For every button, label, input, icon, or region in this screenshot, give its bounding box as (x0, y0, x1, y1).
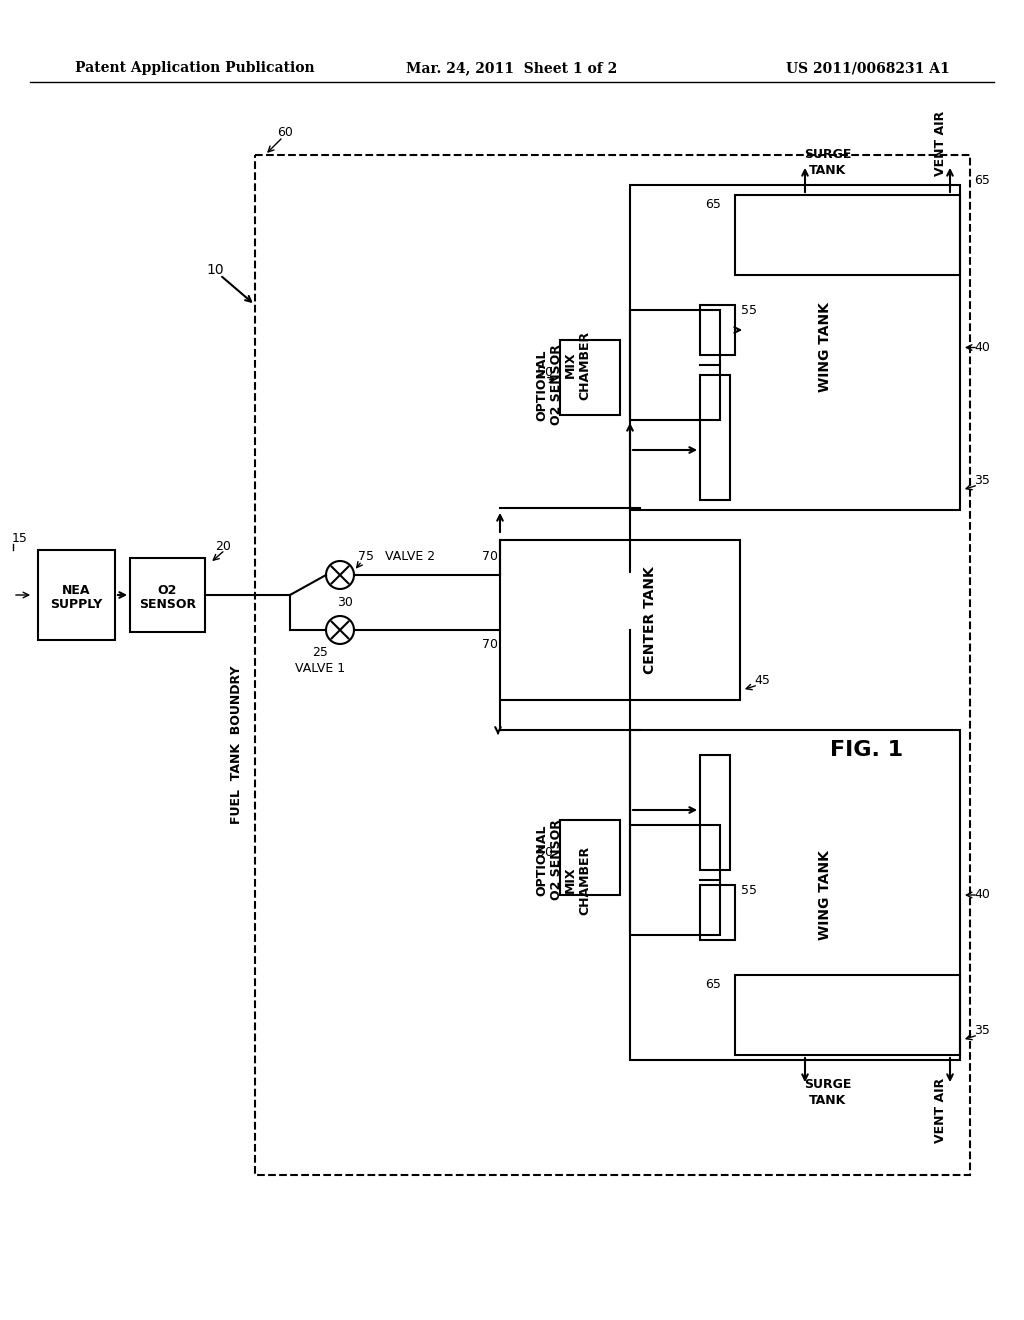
Text: Mar. 24, 2011  Sheet 1 of 2: Mar. 24, 2011 Sheet 1 of 2 (407, 61, 617, 75)
Text: 55: 55 (741, 304, 757, 317)
Text: VENT AIR: VENT AIR (934, 111, 946, 176)
Text: 40: 40 (974, 341, 990, 354)
Text: CHAMBER: CHAMBER (579, 845, 592, 915)
Text: VALVE 1: VALVE 1 (295, 661, 345, 675)
Text: 45: 45 (754, 673, 770, 686)
Text: 60: 60 (278, 127, 293, 140)
Text: OPTIONAL: OPTIONAL (536, 350, 549, 421)
Text: NEA: NEA (62, 583, 91, 597)
Text: O2: O2 (158, 583, 177, 597)
Text: CHAMBER: CHAMBER (579, 330, 592, 400)
Text: 35: 35 (974, 474, 990, 487)
Text: Patent Application Publication: Patent Application Publication (75, 61, 314, 75)
Text: OPTIONAL: OPTIONAL (536, 824, 549, 896)
Text: 70: 70 (482, 550, 498, 564)
Text: 40: 40 (974, 888, 990, 902)
Text: WING TANK: WING TANK (818, 850, 831, 940)
Text: US 2011/0068231 A1: US 2011/0068231 A1 (786, 61, 950, 75)
Text: WING TANK: WING TANK (818, 302, 831, 392)
Text: FIG. 1: FIG. 1 (830, 741, 903, 760)
Text: TANK: TANK (809, 1093, 846, 1106)
Text: O2 SENSOR: O2 SENSOR (551, 820, 563, 900)
Text: SURGE: SURGE (804, 149, 851, 161)
Text: 15: 15 (12, 532, 28, 544)
Text: O2 SENSOR: O2 SENSOR (551, 345, 563, 425)
Text: SUPPLY: SUPPLY (50, 598, 102, 611)
Text: 50: 50 (537, 846, 553, 859)
Text: 65: 65 (706, 978, 721, 991)
Text: 55: 55 (741, 883, 757, 896)
Text: 70: 70 (482, 638, 498, 651)
Text: 30: 30 (337, 595, 353, 609)
Text: 50: 50 (537, 366, 553, 379)
Text: 75: 75 (358, 550, 374, 564)
Text: VALVE 2: VALVE 2 (385, 550, 435, 564)
Text: 20: 20 (215, 540, 231, 553)
Text: MIX: MIX (563, 867, 577, 894)
Text: 35: 35 (974, 1023, 990, 1036)
Text: SURGE: SURGE (804, 1078, 851, 1092)
Text: 65: 65 (974, 173, 990, 186)
Text: TANK: TANK (809, 164, 846, 177)
Text: CENTER TANK: CENTER TANK (643, 566, 657, 675)
Text: SENSOR: SENSOR (139, 598, 196, 611)
Text: 10: 10 (206, 263, 224, 277)
Text: 65: 65 (706, 198, 721, 211)
Text: 25: 25 (312, 645, 328, 659)
Text: VENT AIR: VENT AIR (934, 1077, 946, 1143)
Text: MIX: MIX (563, 351, 577, 379)
Text: FUEL  TANK  BOUNDRY: FUEL TANK BOUNDRY (230, 665, 244, 824)
